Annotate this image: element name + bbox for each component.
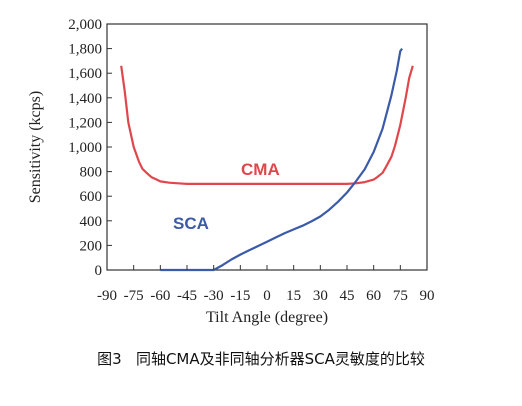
series-label-cma: CMA [241,160,280,179]
ticks-layer: 02004006008001,0001,2001,4001,6001,8002,… [68,17,434,304]
x-tick-label: -45 [177,288,197,304]
x-tick-label: -15 [230,288,250,304]
axes [106,23,428,271]
y-tick-label: 2,000 [68,17,102,33]
plot-frame [106,23,428,271]
figure-caption: 图3 同轴CMA及非同轴分析器SCA灵敏度的比较 [97,350,425,368]
x-tick-label: 60 [366,288,381,304]
series-line-sca [160,47,403,272]
x-tick-label: 90 [420,288,435,304]
y-tick-label: 600 [80,189,103,205]
x-tick-label: -90 [97,288,117,304]
series-label-sca: SCA [173,214,209,233]
x-tick-label: -30 [204,288,224,304]
y-tick-label: 1,600 [68,66,102,82]
y-tick-label: 1,400 [68,91,102,107]
x-tick-label: 30 [313,288,328,304]
y-axis-title: Sensitivity (kcps) [27,91,44,203]
x-tick-label: -60 [150,288,170,304]
x-tick-label: 75 [393,288,408,304]
x-tick-label: 0 [263,288,271,304]
series-layer [120,47,414,272]
y-tick-label: 800 [80,165,103,181]
x-axis-title: Tilt Angle (degree) [206,309,328,326]
y-tick-label: 0 [95,263,103,279]
x-tick-label: -75 [124,288,144,304]
y-tick-label: 1,000 [68,140,102,156]
x-tick-label: 45 [340,288,355,304]
y-tick-label: 400 [80,214,103,230]
y-tick-label: 1,200 [68,115,102,131]
x-tick-label: 15 [286,288,301,304]
series-line-cma [120,65,414,185]
y-tick-label: 200 [80,238,103,254]
y-tick-label: 1,800 [68,42,102,58]
